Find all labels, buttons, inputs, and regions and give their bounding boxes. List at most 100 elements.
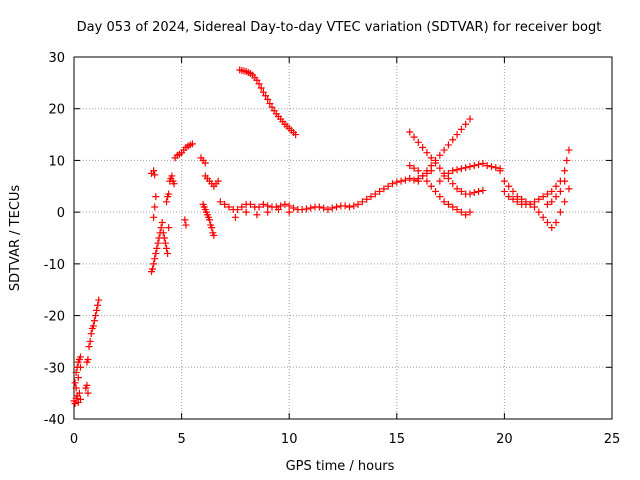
data-point: [238, 203, 246, 211]
y-tick-label: -10: [44, 258, 65, 273]
data-point: [257, 84, 265, 92]
data-point: [281, 200, 289, 208]
data-point: [414, 167, 422, 175]
data-point: [253, 76, 261, 84]
data-point: [150, 260, 158, 268]
data-point: [565, 185, 573, 193]
data-point: [539, 213, 547, 221]
axis-ticks: [73, 56, 613, 420]
data-point: [74, 374, 82, 382]
data-point: [466, 208, 474, 216]
grid-lines: [74, 57, 612, 419]
data-point: [90, 317, 98, 325]
data-point: [150, 167, 158, 175]
data-point: [388, 180, 396, 188]
data-point: [225, 203, 233, 211]
data-point: [423, 177, 431, 185]
data-point: [556, 187, 564, 195]
data-point: [354, 200, 362, 208]
data-points: [70, 66, 573, 407]
data-point: [543, 218, 551, 226]
data-point: [71, 399, 79, 407]
data-point: [75, 389, 83, 397]
data-point: [266, 100, 274, 108]
data-point: [161, 239, 169, 247]
data-point: [444, 141, 452, 149]
data-point: [453, 166, 461, 174]
series-hour6-dip: [199, 172, 222, 239]
x-tick-label: 0: [70, 432, 78, 447]
data-point: [406, 128, 414, 136]
data-point: [440, 198, 448, 206]
y-tick-label: -20: [44, 310, 65, 325]
data-point: [206, 216, 214, 224]
data-point: [89, 322, 97, 330]
data-point: [358, 198, 366, 206]
data-point: [163, 198, 171, 206]
data-point: [307, 204, 315, 212]
data-point: [149, 265, 157, 273]
data-point: [479, 186, 487, 194]
data-point: [328, 204, 336, 212]
data-point: [384, 182, 392, 190]
data-point: [255, 80, 263, 88]
data-point: [543, 200, 551, 208]
data-point: [509, 195, 517, 203]
data-point: [526, 200, 534, 208]
chart-title: Day 053 of 2024, Sidereal Day-to-day VTE…: [77, 20, 602, 35]
y-tick-label: 10: [48, 154, 65, 169]
data-point: [83, 381, 91, 389]
axis-tick-labels: 0 5 10 15 20 25 -40 -30 -20 -10 0 10 20 30: [44, 51, 621, 447]
data-point: [462, 120, 470, 128]
data-point: [165, 190, 173, 198]
data-point: [427, 182, 435, 190]
data-point: [453, 131, 461, 139]
data-point: [436, 193, 444, 201]
data-point: [470, 162, 478, 170]
data-point: [436, 164, 444, 172]
data-point: [371, 190, 379, 198]
data-point: [350, 202, 358, 210]
data-point: [153, 244, 161, 252]
data-point: [231, 213, 239, 221]
data-point: [444, 200, 452, 208]
data-point: [552, 218, 560, 226]
data-point: [457, 208, 465, 216]
data-point: [181, 216, 189, 224]
data-point: [216, 198, 224, 206]
data-point: [552, 193, 560, 201]
data-point: [470, 188, 478, 196]
data-point: [552, 182, 560, 190]
x-tick-label: 20: [496, 432, 513, 447]
x-tick-label: 10: [281, 432, 298, 447]
data-point: [367, 193, 375, 201]
y-tick-label: 20: [48, 103, 65, 118]
x-axis-label: GPS time / hours: [286, 459, 395, 474]
data-point: [154, 239, 162, 247]
data-point: [292, 131, 300, 139]
data-point: [277, 202, 285, 210]
data-point: [414, 138, 422, 146]
data-point: [246, 200, 254, 208]
data-point: [159, 229, 167, 237]
data-point: [457, 125, 465, 133]
data-point: [453, 206, 461, 214]
data-point: [151, 203, 159, 211]
data-point: [94, 301, 102, 309]
data-point: [264, 95, 272, 103]
data-point: [483, 162, 491, 170]
data-point: [410, 164, 418, 172]
data-point: [150, 213, 158, 221]
data-point: [170, 180, 178, 188]
data-point: [462, 164, 470, 172]
data-point: [157, 224, 165, 232]
data-point: [535, 208, 543, 216]
data-point: [457, 165, 465, 173]
data-point: [234, 206, 242, 214]
data-point: [449, 136, 457, 144]
data-point: [345, 203, 353, 211]
data-point: [487, 163, 495, 171]
plot-area-border: [73, 56, 613, 420]
data-point: [561, 167, 569, 175]
